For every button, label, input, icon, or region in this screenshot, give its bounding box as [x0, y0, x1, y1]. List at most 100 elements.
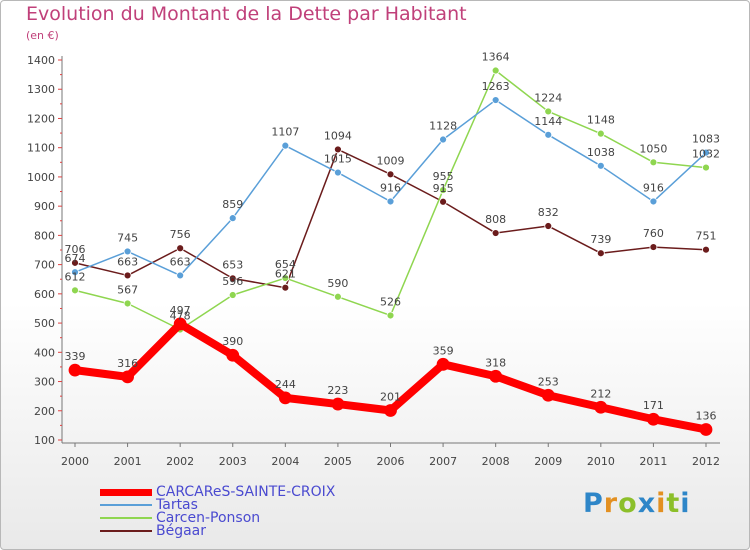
- data-label-tartas: 1083: [692, 133, 720, 146]
- data-point-b-gaar: [649, 243, 658, 251]
- data-point-carcares-sainte-croix: [647, 412, 660, 426]
- logo-letter: o: [618, 488, 638, 519]
- data-label-b-gaar: 1009: [377, 154, 405, 167]
- data-label-b-gaar: 621: [275, 268, 296, 281]
- x-tick-label: 2009: [534, 455, 562, 468]
- data-point-carcares-sainte-croix: [384, 404, 397, 417]
- data-point-tartas: [491, 96, 500, 104]
- data-label-carcares-sainte-croix: 339: [65, 350, 86, 363]
- data-label-tartas: 859: [222, 198, 243, 211]
- data-label-tartas: 1128: [429, 120, 457, 133]
- data-label-carcares-sainte-croix: 136: [696, 409, 717, 422]
- data-label-tartas: 1144: [534, 115, 562, 128]
- data-point-carcares-sainte-croix: [489, 369, 503, 383]
- data-point-b-gaar: [439, 197, 447, 206]
- data-label-carcen-ponson: 478: [170, 310, 191, 323]
- data-label-carcares-sainte-croix: 223: [327, 384, 348, 397]
- legend-swatch: [100, 530, 152, 532]
- data-point-carcen-ponson: [491, 66, 500, 75]
- data-point-tartas: [386, 197, 395, 206]
- data-point-tartas: [123, 247, 132, 256]
- data-label-carcares-sainte-croix: 359: [433, 344, 454, 357]
- y-tick-label: 1100: [27, 142, 55, 155]
- x-tick-label: 2001: [114, 455, 142, 468]
- data-label-carcen-ponson: 1050: [639, 142, 667, 155]
- logo-letter: r: [603, 488, 619, 519]
- data-point-tartas: [334, 168, 342, 177]
- data-point-b-gaar: [334, 145, 342, 154]
- data-label-carcares-sainte-croix: 253: [538, 375, 559, 388]
- data-point-tartas: [649, 197, 658, 206]
- x-tick-label: 2008: [482, 455, 510, 468]
- x-tick-label: 2011: [639, 455, 667, 468]
- data-label-carcen-ponson: 1148: [587, 114, 615, 127]
- y-tick-label: 700: [34, 259, 55, 272]
- data-label-carcen-ponson: 654: [275, 258, 296, 271]
- data-point-tartas: [281, 141, 290, 150]
- chart-axes: 100 200 300 400 500 600 700 800 900 1000 1100 1200 1…: [27, 54, 720, 468]
- data-label-b-gaar: 653: [222, 258, 243, 271]
- y-tick-label: 900: [34, 200, 55, 213]
- data-label-carcen-ponson: 567: [117, 283, 138, 296]
- x-tick-label: 2010: [587, 455, 615, 468]
- data-label-tartas: 1263: [482, 80, 510, 93]
- y-tick-label: 600: [34, 288, 55, 301]
- chart-title: Evolution du Montant de la Dette par Hab…: [26, 3, 467, 25]
- x-tick-label: 2003: [219, 455, 247, 468]
- data-point-b-gaar: [702, 245, 710, 254]
- data-label-carcen-ponson: 1224: [534, 91, 562, 104]
- data-label-tartas: 1107: [271, 126, 299, 139]
- data-label-carcares-sainte-croix: 212: [590, 387, 611, 400]
- data-point-carcen-ponson: [123, 299, 132, 308]
- logo-letter: x: [637, 488, 657, 519]
- x-tick-label: 2004: [271, 455, 299, 468]
- legend-swatch: [100, 504, 152, 506]
- logo-letter: i: [656, 488, 667, 519]
- data-point-tartas: [228, 214, 237, 223]
- logo-letter: t: [666, 488, 681, 519]
- data-point-b-gaar: [596, 249, 605, 258]
- data-label-carcares-sainte-croix: 201: [380, 390, 401, 403]
- legend-swatch: [100, 517, 152, 519]
- y-tick-label: 800: [34, 229, 55, 242]
- y-tick-label: 400: [34, 346, 55, 359]
- data-label-b-gaar: 739: [590, 233, 611, 246]
- data-label-tartas: 916: [643, 181, 664, 194]
- data-point-tartas: [176, 271, 185, 280]
- data-label-tartas: 1038: [587, 146, 615, 159]
- data-label-carcen-ponson: 596: [222, 275, 243, 288]
- data-label-carcen-ponson: 612: [65, 270, 86, 283]
- data-point-b-gaar: [281, 283, 290, 292]
- data-label-b-gaar: 760: [643, 227, 664, 240]
- data-label-b-gaar: 663: [117, 255, 138, 268]
- data-point-carcares-sainte-croix: [331, 397, 345, 411]
- data-point-tartas: [439, 135, 447, 144]
- data-label-b-gaar: 1094: [324, 129, 352, 142]
- data-point-carcen-ponson: [702, 163, 710, 172]
- data-label-tartas: 1015: [324, 153, 352, 166]
- data-point-carcares-sainte-croix: [121, 370, 134, 384]
- data-point-carcares-sainte-croix: [699, 423, 713, 436]
- x-tick-label: 2007: [429, 455, 457, 468]
- data-label-carcares-sainte-croix: 244: [275, 378, 296, 391]
- data-label-carcares-sainte-croix: 497: [170, 304, 191, 317]
- y-tick-label: 500: [34, 317, 55, 330]
- legend-swatch: [100, 488, 152, 496]
- chart-series: [68, 66, 713, 436]
- data-point-carcen-ponson: [544, 107, 553, 116]
- data-point-b-gaar: [228, 274, 237, 283]
- data-label-tartas: 674: [65, 252, 86, 265]
- data-point-carcen-ponson: [439, 186, 447, 194]
- data-label-carcen-ponson: 1032: [692, 148, 720, 161]
- data-point-carcen-ponson: [281, 274, 290, 282]
- data-label-tartas: 916: [380, 181, 401, 194]
- x-tick-label: 2006: [377, 455, 405, 468]
- data-point-b-gaar: [544, 222, 553, 230]
- data-point-b-gaar: [71, 258, 79, 267]
- data-point-carcares-sainte-croix: [68, 363, 82, 377]
- y-tick-label: 300: [34, 376, 55, 389]
- legend-label: Bégaar: [156, 523, 207, 539]
- proxiti-logo: Proxiti: [583, 488, 691, 519]
- logo-letter: P: [583, 488, 604, 519]
- data-label-carcen-ponson: 590: [327, 277, 348, 290]
